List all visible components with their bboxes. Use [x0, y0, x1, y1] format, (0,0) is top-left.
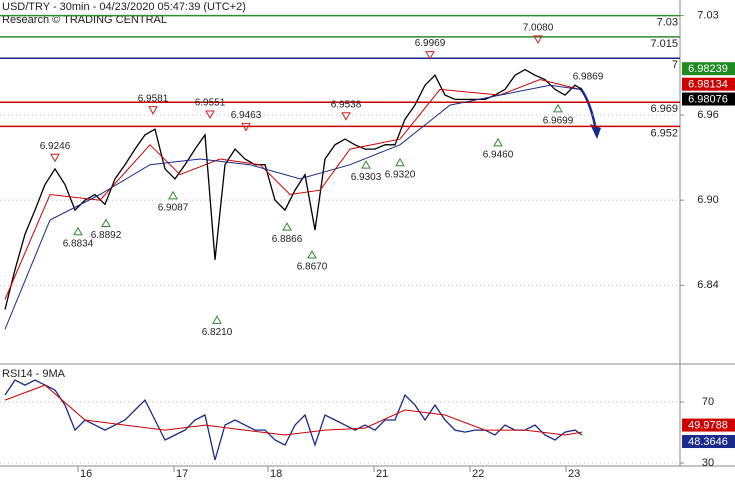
annotation-label: 6.8866	[272, 234, 303, 245]
low-marker	[361, 160, 371, 169]
level-label: 7	[672, 59, 678, 71]
level-label: 7.015	[650, 38, 678, 50]
y-tick-label: 7.03	[697, 10, 718, 22]
annotation-label: 6.9087	[158, 202, 189, 213]
level-label: 6.969	[650, 103, 678, 115]
high-marker	[533, 35, 543, 44]
annotation-label: 6.9246	[40, 141, 71, 152]
series-line	[4, 68, 583, 310]
indicator-title: RSI14 - 9MA	[2, 368, 66, 380]
price-tag	[682, 62, 735, 76]
annotation-label: 6.8210	[202, 327, 233, 338]
forecast-arrow-head	[590, 124, 601, 139]
price-tag	[682, 418, 735, 432]
high-marker	[425, 51, 435, 60]
y-tick-label: 6.84	[697, 279, 718, 291]
chart-subtitle: Research © TRADING CENTRAL	[2, 14, 167, 26]
price-tag-label: 6.98239	[688, 63, 728, 75]
price-tag	[682, 92, 735, 106]
price-tag-label: 6.98076	[688, 93, 728, 105]
low-marker	[212, 315, 222, 324]
level-label: 6.952	[650, 127, 678, 139]
series-line	[4, 84, 581, 330]
annotation-label: 6.9869	[573, 71, 604, 82]
forecast-arrow	[579, 87, 598, 131]
annotation-label: 6.9460	[483, 150, 514, 161]
series-line	[4, 379, 583, 461]
x-tick-label: 23	[568, 468, 580, 480]
annotation-label: 6.8670	[297, 262, 328, 273]
series-line	[4, 78, 581, 300]
high-marker	[50, 153, 60, 163]
low-marker	[73, 226, 83, 236]
x-tick-label: 16	[80, 468, 92, 480]
y-tick-label: 6.96	[697, 109, 718, 121]
x-tick-label: 22	[472, 468, 484, 480]
low-marker	[282, 222, 292, 231]
annotation-label: 6.8892	[91, 230, 122, 241]
price-tag-label: 49.9788	[688, 419, 728, 431]
low-marker	[493, 137, 503, 147]
price-tag	[682, 77, 735, 91]
chart-title: USD/TRY - 30min - 04/23/2020 05:47:39 (U…	[2, 1, 246, 13]
y-tick-label: 70	[702, 396, 714, 408]
annotation-label: 6.9551	[195, 98, 226, 109]
annotation-label: 6.9699	[543, 116, 574, 127]
low-marker	[168, 190, 178, 200]
low-marker	[101, 218, 111, 227]
price-tag	[682, 435, 735, 449]
annotation-label: 6.9538	[331, 99, 362, 110]
low-marker	[395, 157, 405, 167]
x-tick-label: 21	[376, 468, 388, 480]
low-marker	[307, 250, 317, 259]
annotation-label: 6.9303	[351, 172, 382, 183]
annotation-label: 6.8834	[63, 238, 94, 249]
price-tag-label: 6.98134	[688, 79, 728, 91]
high-marker	[341, 112, 351, 121]
annotation-label: 6.9581	[138, 93, 169, 104]
series-line	[4, 384, 583, 436]
high-marker	[148, 106, 158, 115]
annotation-label: 6.9320	[385, 169, 416, 180]
high-marker	[241, 122, 251, 132]
annotation-label: 6.9463	[231, 110, 262, 121]
y-tick-label: 30	[702, 457, 714, 469]
x-tick-label: 17	[176, 468, 188, 480]
x-tick-label: 18	[270, 468, 282, 480]
y-tick-label: 6.90	[697, 194, 718, 206]
price-tag-label: 48.3646	[688, 436, 728, 448]
high-marker	[205, 110, 215, 119]
low-marker	[553, 103, 563, 113]
annotation-label: 6.9969	[415, 38, 446, 49]
level-label: 7.03	[657, 17, 678, 29]
annotation-label: 7.0080	[523, 22, 554, 33]
